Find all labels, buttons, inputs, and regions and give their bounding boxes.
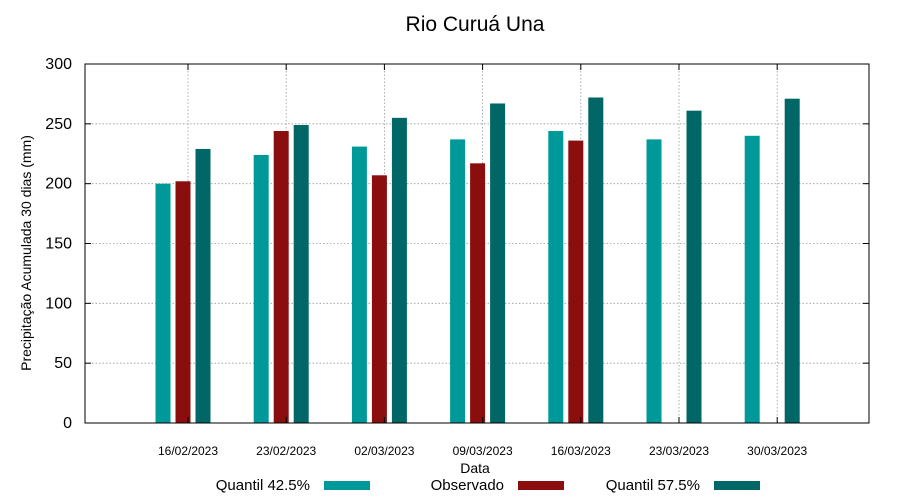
y-axis-ticks: 0 50 100 150 200 250 300 bbox=[45, 56, 869, 432]
legend-label: Quantil 57.5% bbox=[606, 477, 700, 494]
x-tick-label: 30/03/2023 bbox=[747, 444, 807, 458]
y-tick-label: 0 bbox=[63, 415, 72, 432]
x-tick-label: 16/02/2023 bbox=[158, 444, 218, 458]
bar-2-1 bbox=[293, 125, 309, 423]
bar-0-4 bbox=[548, 131, 564, 423]
bar-1-0 bbox=[175, 181, 191, 423]
chart-title: Rio Curuá Una bbox=[406, 13, 545, 36]
bar-0-2 bbox=[351, 146, 367, 423]
bar-0-0 bbox=[155, 183, 171, 423]
bar-1-1 bbox=[273, 131, 289, 423]
legend: Quantil 42.5% Observado Quantil 57.5% bbox=[216, 477, 760, 494]
x-tick-label: 02/03/2023 bbox=[354, 444, 414, 458]
bar-2-4 bbox=[588, 97, 604, 424]
y-tick-label: 100 bbox=[45, 295, 72, 312]
x-tick-label: 23/02/2023 bbox=[256, 444, 316, 458]
legend-swatch bbox=[714, 481, 760, 490]
y-tick-label: 250 bbox=[45, 116, 72, 133]
bar-0-3 bbox=[450, 139, 466, 423]
legend-swatch bbox=[518, 481, 564, 490]
y-tick-label: 150 bbox=[45, 236, 72, 253]
bar-2-2 bbox=[391, 117, 407, 423]
legend-label: Observado bbox=[431, 477, 504, 494]
x-tick-label: 16/03/2023 bbox=[551, 444, 611, 458]
bar-1-4 bbox=[568, 140, 584, 423]
x-tick-label: 09/03/2023 bbox=[453, 444, 513, 458]
legend-label: Quantil 42.5% bbox=[216, 477, 310, 494]
x-axis-label: Data bbox=[460, 460, 490, 476]
bar-2-5 bbox=[686, 110, 702, 424]
x-axis-ticks: 16/02/2023 23/02/2023 02/03/2023 09/03/2023… bbox=[158, 64, 808, 458]
y-tick-label: 300 bbox=[45, 56, 72, 73]
bar-1-2 bbox=[371, 175, 387, 423]
bar-2-6 bbox=[784, 98, 800, 423]
y-tick-label: 200 bbox=[45, 176, 72, 193]
bar-0-5 bbox=[646, 139, 662, 423]
bar-0-1 bbox=[253, 154, 269, 424]
y-tick-label: 50 bbox=[54, 355, 72, 372]
bars bbox=[155, 97, 800, 424]
y-axis-label: Precipitação Acumulada 30 dias (mm) bbox=[18, 135, 34, 371]
legend-swatch bbox=[324, 481, 370, 490]
bar-2-3 bbox=[490, 103, 506, 424]
plot-frame bbox=[84, 63, 870, 424]
x-tick-label: 23/03/2023 bbox=[649, 444, 709, 458]
bar-2-0 bbox=[195, 148, 211, 424]
bar-1-3 bbox=[470, 163, 486, 423]
bar-0-6 bbox=[744, 135, 760, 424]
